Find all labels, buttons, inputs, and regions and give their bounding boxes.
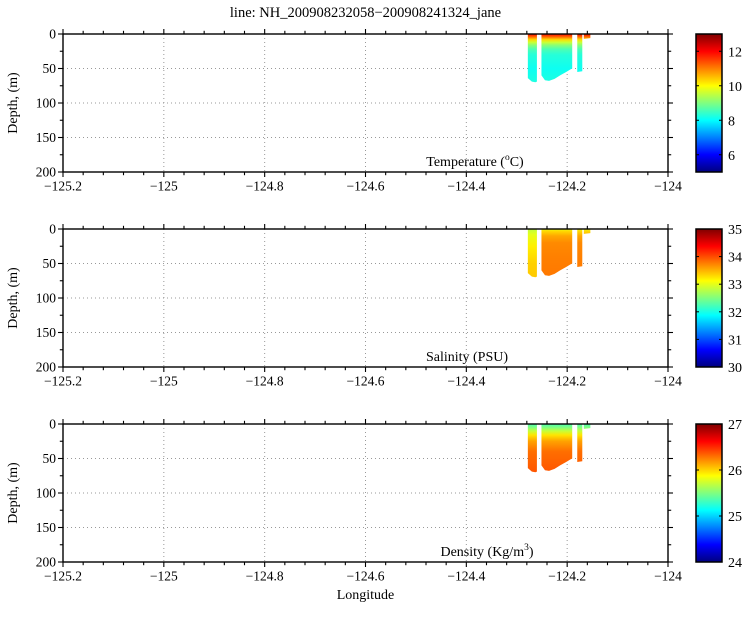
superscript: 3 [524,543,529,553]
label-text: C) [510,155,524,170]
colorbar-gradient [696,229,722,367]
x-tick-label: −124.4 [447,569,485,584]
y-tick-label: 200 [36,165,57,180]
colorbar-tick-label: 30 [728,361,742,376]
x-tick-label: −124.6 [347,374,385,389]
temperature-data-segment [583,34,591,39]
colorbar-tick-label: 35 [728,223,742,238]
x-tick-label: −124 [654,179,682,194]
colorbar-tick-label: 10 [728,80,742,95]
label-text: Density (Kg/m [440,545,524,560]
y-tick-label: 100 [36,291,57,306]
salinity-colorbar: 30 31 32 33 34 35 [695,223,742,376]
x-tick-label: −124.2 [548,569,586,584]
label-text: Salinity (PSU) [426,350,508,365]
salinity-data-segment [541,229,573,276]
x-tick-label: −124.4 [447,179,485,194]
axis-ticks [58,419,673,567]
x-tick-label: −124 [654,374,682,389]
x-tick-label: −124.2 [548,179,586,194]
x-tick-label: −125 [150,569,178,584]
label-text: ) [529,545,534,560]
y-tick-label: 0 [49,417,56,432]
colorbar-frame [695,228,723,368]
salinity-panel: −125.2 −125 −124.8 −124.6 −124.4 −124.2 −124 0 5… [36,222,682,389]
y-tick-label: 0 [49,27,56,42]
colorbar-tick-label: 12 [728,45,742,60]
y-tick-label: 200 [36,360,57,375]
x-tick-label: −125.2 [44,179,82,194]
density-data-segment [527,424,537,473]
x-tick-label: −125.2 [44,569,82,584]
x-tick-label: −124 [654,569,682,584]
y-tick-label: 50 [43,451,57,466]
y-tick-label: 200 [36,555,57,570]
colorbar-tick-label: 33 [728,278,742,293]
superscript: o [505,153,510,163]
temperature-data-segment [577,34,583,72]
colorbar-gradient [696,424,722,562]
x-axis-label: Longitude [336,588,395,603]
colorbar-gradient [696,34,722,172]
salinity-data-segment [527,229,537,278]
y-tick-label: 100 [36,96,57,111]
y-tick-label: 50 [43,256,57,271]
y-tick-label: 150 [36,520,57,535]
x-tick-label: −124.6 [347,569,385,584]
colorbar-tick-label: 34 [728,251,742,266]
colorbar-frame [695,423,723,563]
colorbar-tick-label: 8 [728,114,735,129]
colorbar-frame [695,33,723,173]
x-tick-label: −124.8 [246,374,284,389]
colorbar-tick-label: 26 [728,464,742,479]
x-tick-label: −124.6 [347,179,385,194]
density-data-segment [541,424,573,471]
temperature-colorbar: 6 8 10 12 [695,33,742,173]
y-tick-label: 150 [36,325,57,340]
x-tick-label: −125.2 [44,374,82,389]
temperature-section-data [527,34,591,83]
x-tick-label: −124.8 [246,569,284,584]
salinity-section-data [527,229,591,278]
y-tick-label: 100 [36,486,57,501]
temperature-data-segment [541,34,573,81]
axis-ticks [58,29,673,177]
x-tick-label: −124.2 [548,374,586,389]
colorbar-tick-label: 6 [728,149,735,164]
colorbar-tick-label: 31 [728,333,742,348]
density-variable-label: Density (Kg/m3) [440,543,533,560]
x-tick-label: −124.8 [246,179,284,194]
salinity-variable-label: Salinity (PSU) [426,350,508,365]
colorbar-tick-label: 24 [728,556,742,571]
temperature-data-segment [527,34,537,83]
label-text: Temperature ( [426,155,505,170]
figure-title: line: NH_200908232058−200908241324_jane [229,5,502,21]
x-tick-label: −124.4 [447,374,485,389]
salinity-data-segment [577,229,583,267]
y-tick-label: 50 [43,61,57,76]
y-tick-label: 0 [49,222,56,237]
temperature-panel: −125.2 −125 −124.8 −124.6 −124.4 −124.2 −124 0 5… [36,27,682,194]
colorbar-tick-label: 27 [728,418,742,433]
density-section-data [527,424,591,473]
colorbar-tick-label: 32 [728,306,742,321]
salinity-data-segment [583,229,591,234]
colorbar-tick-label: 25 [728,510,742,525]
x-tick-label: −125 [150,374,178,389]
axis-ticks [58,224,673,372]
temperature-variable-label: Temperature (oC) [426,153,524,170]
density-data-segment [577,424,583,462]
density-panel: −125.2 −125 −124.8 −124.6 −124.4 −124.2 −124 0 5… [36,417,682,584]
density-data-segment [583,424,591,429]
density-colorbar: 24 25 26 27 [695,418,742,571]
y-tick-label: 150 [36,130,57,145]
x-tick-label: −125 [150,179,178,194]
